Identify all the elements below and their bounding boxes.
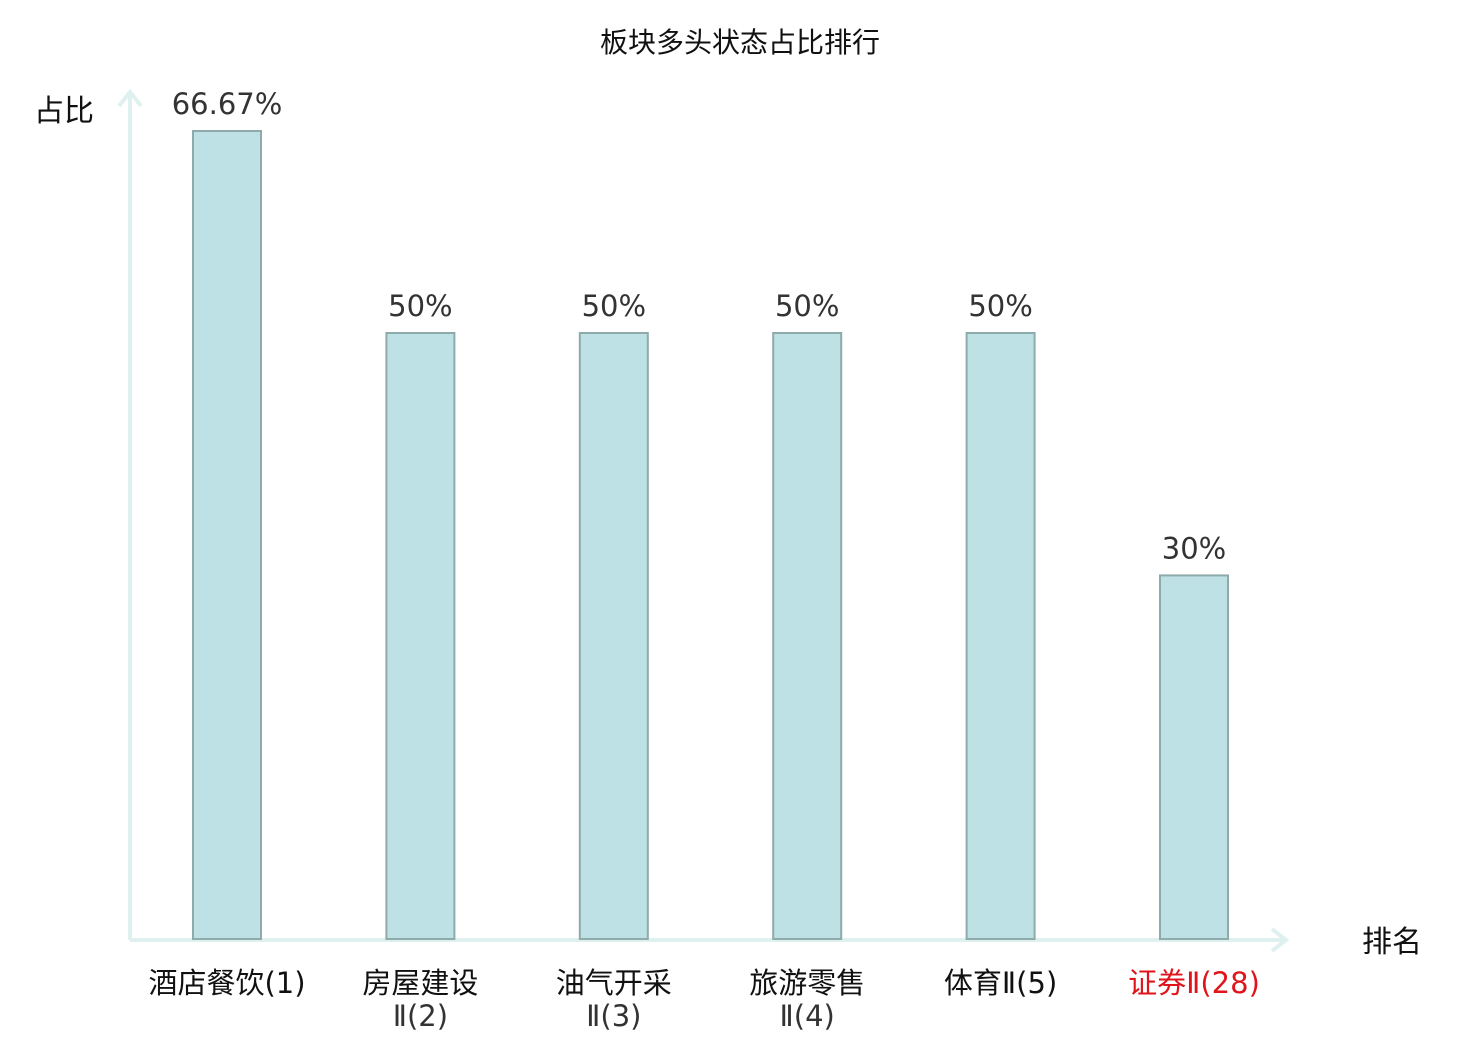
bar-6 [1159, 574, 1229, 941]
value-label-6: 30% [1162, 531, 1226, 565]
value-label-1: 66.67% [172, 87, 283, 121]
axes [117, 88, 1290, 953]
category-label-4-line-2: Ⅱ(4) [780, 999, 835, 1033]
value-label-3: 50% [582, 289, 646, 323]
chart-title: 板块多头状态占比排行 [600, 26, 880, 59]
bars-group [192, 130, 1229, 941]
y-axis-label: 占比 [34, 94, 94, 129]
bar-4 [772, 332, 843, 940]
category-label-6: 证券Ⅱ(28) [1128, 966, 1260, 1000]
category-label-2-line-2: Ⅱ(2) [393, 999, 448, 1033]
category-label-2: 房屋建设 [362, 966, 478, 1000]
category-label-5: 体育Ⅱ(5) [944, 966, 1057, 1000]
y-axis-arrow [117, 88, 143, 108]
value-label-5: 50% [968, 289, 1032, 323]
category-label-1: 酒店餐饮(1) [148, 966, 305, 1000]
value-label-4: 50% [775, 289, 839, 323]
bar-1 [192, 130, 262, 940]
value-label-2: 50% [388, 289, 452, 323]
bar-2 [385, 332, 456, 940]
category-label-4: 旅游零售 [749, 966, 865, 1000]
bar-5 [965, 332, 1036, 940]
bar-3 [578, 332, 649, 940]
x-axis-label: 排名 [1362, 925, 1422, 960]
value-labels-group: 66.67% 50% 50% 50% 50% 30% [172, 87, 1227, 565]
category-label-3-line-2: Ⅱ(3) [586, 999, 641, 1033]
category-label-3: 油气开采 [556, 966, 672, 1000]
x-axis-arrow [1270, 927, 1290, 953]
